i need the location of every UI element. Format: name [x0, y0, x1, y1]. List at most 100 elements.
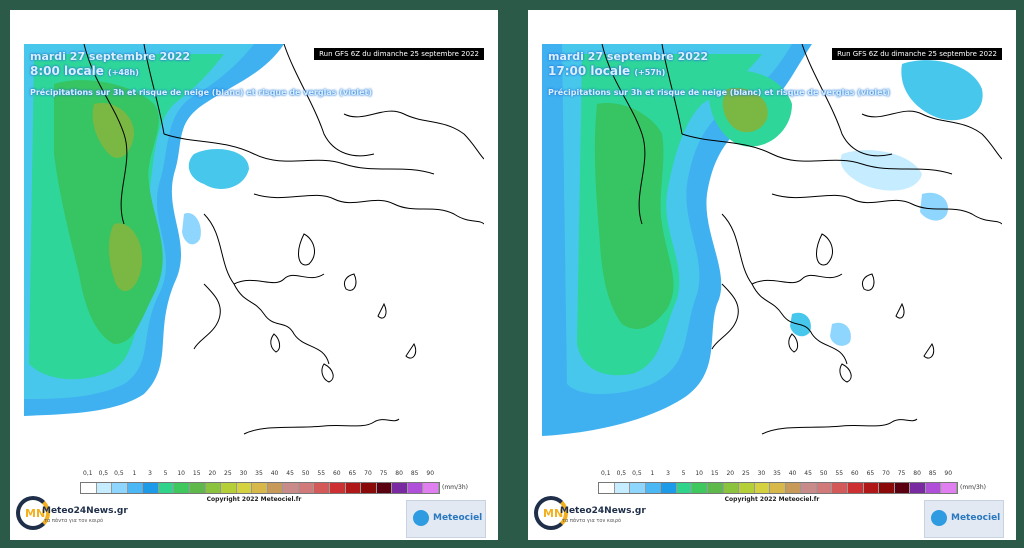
legend-color-bar: [80, 482, 440, 494]
legend-label: 10: [177, 470, 185, 477]
legend-swatch: [205, 483, 222, 493]
legend-label: 55: [835, 470, 844, 477]
legend-label: 80: [395, 470, 403, 477]
legend-unit: (mm/3h): [960, 484, 987, 491]
legend-swatch: [392, 483, 408, 493]
legend-label: 60: [850, 470, 859, 477]
legend-swatch: [81, 483, 97, 493]
legend-swatch: [376, 483, 393, 493]
legend-label: 3: [666, 470, 670, 477]
legend-swatch: [739, 483, 755, 493]
legend-swatch: [174, 483, 190, 493]
legend-color-bar: [598, 482, 958, 494]
precipitation-map: [24, 44, 484, 440]
legend-swatch: [925, 483, 942, 493]
legend-label: 45: [804, 470, 812, 477]
legend-label: 10: [695, 470, 703, 477]
map-description: Précipitations sur 3h et risque de neige…: [548, 88, 891, 97]
legend-swatch: [645, 483, 662, 493]
legend-swatch: [863, 483, 880, 493]
meteociel-logo: Meteociel: [924, 500, 1004, 538]
meteociel-name: Meteociel: [433, 513, 483, 523]
legend-label: 80: [913, 470, 921, 477]
legend-swatch: [96, 483, 113, 493]
meteo24news-logo: MN Meteo24News.gr τα πάντα για τον καιρό: [16, 496, 136, 536]
legend-labels: 0,1 0,5 0,5 1 3 5 10 15 20 25 30 35 40 45 50 55 60 65 70 75…: [598, 470, 956, 480]
meteo24news-logo: MN Meteo24News.gr τα πάντα για τον καιρό: [534, 496, 654, 536]
legend-swatch: [754, 483, 771, 493]
legend-swatch: [676, 483, 693, 493]
legend-label: 25: [742, 470, 750, 477]
legend-swatch: [361, 483, 377, 493]
legend-label: 15: [710, 470, 719, 477]
legend-label: 5: [681, 470, 686, 477]
forecast-time-value: 17:00 locale: [548, 64, 631, 78]
legend-label: 5: [163, 470, 168, 477]
legend-label: 0,5: [98, 470, 109, 477]
meteo24news-logo-icon: MN: [16, 496, 50, 530]
meteociel-name: Meteociel: [951, 513, 1001, 523]
legend-swatch: [283, 483, 299, 493]
legend-swatch: [910, 483, 926, 493]
forecast-offset: (+57h): [634, 68, 666, 77]
legend-swatch: [127, 483, 144, 493]
precipitation-map: [542, 44, 1002, 440]
legend-swatch: [330, 483, 346, 493]
legend-label: 50: [301, 470, 310, 477]
legend-swatch: [692, 483, 708, 493]
legend-label: 0,1: [601, 470, 611, 477]
legend-label: 45: [286, 470, 294, 477]
forecast-date: mardi 27 septembre 2022: [548, 50, 709, 63]
run-info-label: Run GFS 6Z du dimanche 25 septembre 2022: [314, 48, 484, 60]
legend-label: 90: [944, 470, 953, 477]
legend-label: 0,5: [616, 470, 627, 477]
legend-label: 70: [364, 470, 372, 477]
legend-label: 1: [132, 470, 137, 477]
map-description: Précipitations sur 3h et risque de neige…: [30, 88, 373, 97]
legend-swatch: [614, 483, 631, 493]
legend-label: 65: [866, 470, 875, 477]
forecast-date: mardi 27 septembre 2022: [30, 50, 191, 63]
logo-name: Meteo24News.gr: [560, 506, 646, 516]
legend-swatch: [345, 483, 362, 493]
legend-label: 0,5: [114, 470, 124, 477]
legend-swatch: [189, 483, 206, 493]
legend-label: 0,1: [83, 470, 93, 477]
legend-swatch: [816, 483, 833, 493]
legend-swatch: [630, 483, 646, 493]
logo-tagline: τα πάντα για τον καιρό: [44, 518, 104, 524]
legend-label: 60: [332, 470, 341, 477]
legend-label: 85: [928, 470, 937, 477]
legend-swatch: [832, 483, 848, 493]
legend-label: 3: [148, 470, 152, 477]
legend-swatch: [801, 483, 817, 493]
legend-swatch: [423, 483, 439, 493]
forecast-time-value: 8:00 locale: [30, 64, 104, 78]
legend-label: 65: [348, 470, 357, 477]
legend-label: 75: [379, 470, 388, 477]
legend-swatch: [848, 483, 864, 493]
forecast-panel-left: Run GFS 6Z du dimanche 25 septembre 2022…: [10, 10, 498, 540]
legend-swatch: [894, 483, 911, 493]
legend-swatch: [112, 483, 128, 493]
legend-label: 85: [410, 470, 419, 477]
legend-swatch: [298, 483, 315, 493]
legend-swatch: [143, 483, 159, 493]
map-graphic: [24, 44, 484, 435]
map-graphic: [542, 44, 1002, 436]
legend-unit: (mm/3h): [442, 484, 469, 491]
legend-label: 30: [239, 470, 248, 477]
legend-swatch: [770, 483, 786, 493]
forecast-offset: (+48h): [108, 68, 139, 77]
forecast-panel-right: Run GFS 6Z du dimanche 25 septembre 2022…: [528, 10, 1016, 540]
logo-letters: MN: [25, 507, 46, 520]
legend-label: 20: [208, 470, 217, 477]
legend-swatch: [879, 483, 895, 493]
legend-label: 30: [757, 470, 766, 477]
legend-swatch: [785, 483, 802, 493]
legend-label: 35: [773, 470, 781, 477]
run-info-label: Run GFS 6Z du dimanche 25 septembre 2022: [832, 48, 1002, 60]
legend-label: 70: [882, 470, 890, 477]
legend-swatch: [236, 483, 253, 493]
legend-label: 75: [897, 470, 906, 477]
